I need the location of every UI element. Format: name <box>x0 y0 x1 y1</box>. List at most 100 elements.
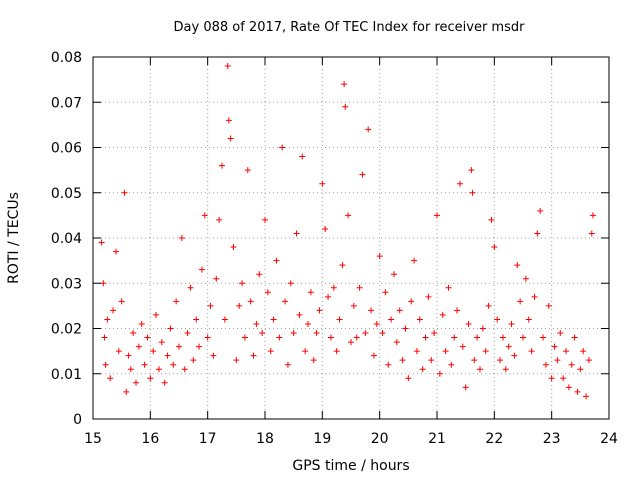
data-point <box>316 307 323 314</box>
data-point <box>167 325 174 332</box>
data-point <box>98 239 105 246</box>
data-point <box>548 375 555 382</box>
y-tick-label: 0 <box>73 412 82 428</box>
data-point <box>468 167 475 174</box>
data-point <box>299 153 306 160</box>
y-tick-label: 0.04 <box>51 231 82 247</box>
data-point <box>568 361 575 368</box>
data-point <box>379 330 386 337</box>
data-point <box>434 212 440 219</box>
data-point <box>494 316 501 323</box>
data-point <box>153 311 160 318</box>
data-point <box>227 135 234 142</box>
data-point <box>158 339 165 346</box>
x-tick-labels: 15 16 17 18 19 20 21 22 23 24 <box>84 431 618 447</box>
data-point <box>373 320 380 327</box>
data-point <box>241 334 248 341</box>
data-point <box>342 103 349 110</box>
data-point <box>469 189 476 196</box>
data-point <box>207 302 214 309</box>
data-point <box>551 343 558 350</box>
data-point <box>173 298 180 305</box>
data-point <box>428 357 435 364</box>
data-point <box>388 316 395 323</box>
data-point <box>350 302 357 309</box>
data-point <box>293 230 300 237</box>
data-point <box>405 375 412 382</box>
x-tick-label: 16 <box>141 431 159 447</box>
data-point <box>525 316 532 323</box>
data-point <box>201 212 208 219</box>
data-point <box>391 271 397 278</box>
data-point <box>393 339 400 346</box>
data-point <box>396 307 403 314</box>
data-point <box>359 171 366 178</box>
data-point <box>462 384 469 391</box>
data-point <box>135 343 142 350</box>
data-point <box>474 334 481 341</box>
data-point <box>198 266 205 273</box>
data-point <box>279 144 286 151</box>
data-point <box>313 330 320 337</box>
x-tick-label: 23 <box>543 431 561 447</box>
data-point <box>225 117 232 124</box>
data-point <box>213 275 220 282</box>
y-axis-label: ROTI / TECUs <box>6 192 22 284</box>
x-tick-label: 22 <box>485 431 503 447</box>
data-point <box>121 189 128 196</box>
data-point <box>408 298 415 305</box>
data-point <box>224 63 231 70</box>
data-point <box>253 320 260 327</box>
data-point <box>356 284 363 291</box>
data-point <box>276 334 283 341</box>
data-point <box>284 361 291 368</box>
x-tick-label: 21 <box>428 431 446 447</box>
data-point <box>307 289 314 296</box>
data-point <box>376 253 383 260</box>
data-point <box>439 311 446 318</box>
data-point <box>365 126 372 133</box>
data-point <box>488 216 495 223</box>
data-point <box>161 379 168 386</box>
data-point <box>144 334 151 341</box>
x-tick-label: 15 <box>84 431 102 447</box>
data-point <box>540 334 547 341</box>
data-point <box>348 339 354 346</box>
data-point <box>305 320 311 327</box>
y-tick-label: 0.07 <box>51 95 82 111</box>
data-point <box>110 307 117 314</box>
data-point <box>250 352 257 359</box>
data-point <box>479 325 486 332</box>
data-point <box>101 334 108 341</box>
data-point <box>537 207 544 214</box>
data-point <box>517 298 524 305</box>
data-point <box>385 361 392 368</box>
data-point <box>204 334 211 341</box>
data-point <box>577 366 584 373</box>
data-point <box>100 280 107 287</box>
data-point <box>585 357 592 364</box>
data-point <box>210 352 217 359</box>
data-point <box>531 293 538 300</box>
data-point <box>310 357 317 364</box>
data-point <box>413 348 420 355</box>
x-axis-label: GPS time / hours <box>292 458 409 474</box>
data-point <box>104 316 111 323</box>
x-tick-label: 19 <box>313 431 331 447</box>
data-point <box>239 280 246 287</box>
data-point <box>545 302 552 309</box>
data-point <box>448 361 455 368</box>
data-point <box>465 320 472 327</box>
data-point <box>150 348 157 355</box>
data-point <box>130 330 137 337</box>
data-point <box>502 366 509 373</box>
data-point <box>264 289 271 296</box>
data-point <box>325 293 332 300</box>
data-point <box>451 334 458 341</box>
data-point <box>563 348 569 355</box>
data-point <box>511 352 518 359</box>
data-point <box>127 366 134 373</box>
y-tick-label: 0.03 <box>51 276 82 292</box>
y-tick-label: 0.05 <box>51 186 82 202</box>
chart-title: Day 088 of 2017, Rate Of TEC Index for r… <box>174 20 526 35</box>
